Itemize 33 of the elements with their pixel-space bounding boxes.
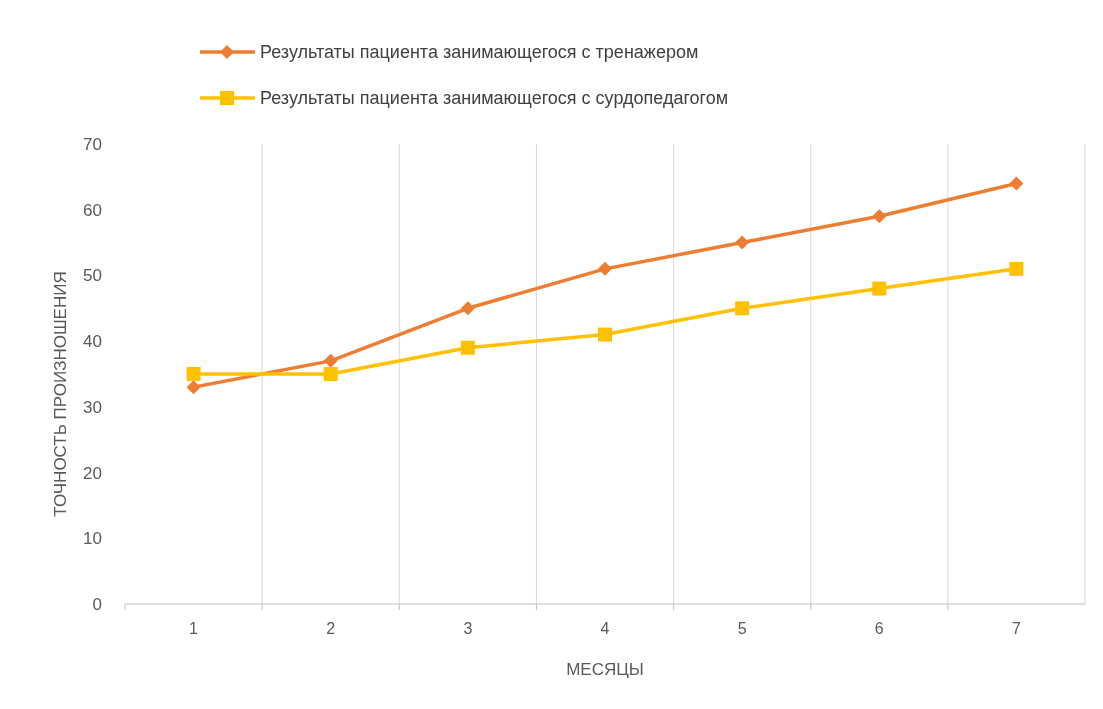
point — [323, 353, 338, 368]
x-tick-label: 6 — [874, 620, 884, 637]
point — [598, 327, 612, 342]
x-axis-title: МЕСЯЦЫ — [566, 660, 644, 679]
y-tick-label: 70 — [83, 134, 102, 154]
y-axis-title: ТОЧНОСТЬ ПРОИЗНОШЕНИЯ — [51, 271, 70, 517]
point — [460, 301, 475, 316]
x-tick-label: 5 — [737, 620, 747, 637]
y-tick-label: 50 — [83, 266, 102, 286]
point — [872, 281, 887, 296]
point — [872, 209, 887, 224]
point — [460, 340, 475, 355]
x-tick-label: 4 — [600, 620, 610, 637]
y-tick-label: 30 — [83, 397, 102, 417]
legend-label: Результаты пациента занимающегося с сурдопедагогом — [260, 88, 729, 109]
y-tick-label: 10 — [83, 529, 102, 549]
y-tick-label: 60 — [83, 200, 102, 220]
y-tick-label: 20 — [83, 463, 102, 483]
x-tick-label: 1 — [189, 620, 199, 637]
point — [1009, 261, 1024, 276]
point — [186, 367, 201, 381]
y-tick-label: 0 — [92, 594, 102, 614]
point — [735, 301, 750, 316]
legend-label: Результаты пациента занимающегося с тренажером — [260, 42, 699, 63]
point — [323, 367, 338, 381]
x-tick-label: 3 — [463, 620, 473, 637]
point — [186, 380, 201, 395]
point — [735, 235, 750, 250]
x-tick-label: 2 — [326, 620, 336, 637]
point — [598, 261, 612, 276]
point — [1009, 176, 1024, 191]
x-tick-label: 7 — [1011, 620, 1021, 637]
y-tick-label: 40 — [83, 332, 102, 352]
